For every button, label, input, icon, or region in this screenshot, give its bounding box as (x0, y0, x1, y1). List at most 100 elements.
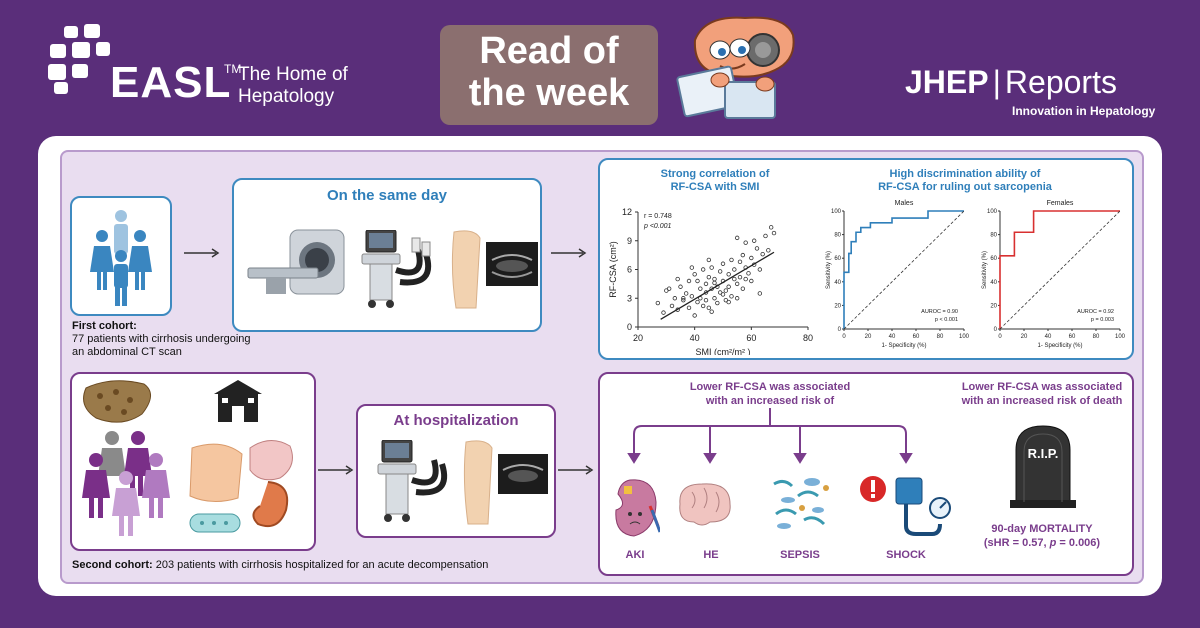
jhep-reports-logo: JHEP | Reports (905, 64, 1117, 100)
scatter-point (717, 269, 723, 274)
outcome-label-sepsis: SEPSIS (780, 549, 820, 561)
ultrasound-machine-icon (361, 230, 432, 308)
scatter-point (740, 286, 746, 291)
reference-diagonal (999, 210, 1121, 330)
kidney-icon (615, 479, 660, 537)
scatter-point (760, 251, 765, 257)
scatter-point (726, 272, 731, 277)
scatter-point (695, 278, 700, 284)
scatter-point (734, 235, 740, 241)
scatter-point (666, 286, 672, 291)
y-tick-label: 80 (834, 233, 841, 239)
x-tick-label: 40 (690, 333, 700, 343)
y-tick-label: 9 (627, 236, 632, 246)
outcomes-heading: Lower RF-CSA was associated with an incre… (689, 381, 851, 407)
scatter-point (712, 296, 717, 301)
roc-curve (999, 210, 1120, 329)
ultrasound-image-icon (498, 454, 548, 494)
x-tick-label: 100 (1115, 334, 1126, 340)
scatter-point (749, 255, 754, 261)
scatter-point (729, 257, 734, 263)
x-axis-label: 1- Specificity (%) (1037, 343, 1082, 349)
hospitalization-panel: At hospitalization (356, 404, 556, 538)
scatter-point (703, 297, 709, 303)
scatter-point (678, 284, 683, 289)
same-day-panel: On the same day (232, 178, 542, 332)
correlation-r-label: r = 0.748 (644, 213, 672, 220)
scatter-point (749, 278, 754, 284)
x-tick-label: 80 (1093, 334, 1100, 340)
scatter-point (732, 267, 737, 272)
roc-p-label: p = 0.003 (1091, 317, 1114, 323)
y-tick-label: 12 (622, 207, 632, 217)
thigh-icon (451, 230, 481, 309)
y-tick-label: 0 (838, 327, 842, 333)
outcome-label-shock: SHOCK (886, 549, 926, 561)
scatter-point (715, 300, 720, 306)
alert-icon (860, 476, 886, 502)
x-tick-label: 40 (889, 334, 896, 340)
roc-chart-females: Females 0 20 40 60 80 100 0 20 40 60 80 100 AUROC = 0… (982, 200, 1126, 349)
scatter-point (726, 299, 731, 305)
x-tick-label: 60 (1069, 334, 1076, 340)
scatter-point (689, 265, 695, 270)
scatter-point (737, 259, 743, 265)
reference-diagonal (843, 210, 965, 330)
first-cohort-caption: First cohort: 77 patients with cirrhosis… (72, 320, 251, 358)
scatter-point (743, 276, 748, 282)
scatter-point (692, 272, 697, 277)
correlation-p-label: p <0.001 (643, 223, 672, 230)
y-tick-label: 100 (831, 209, 842, 215)
y-tick-label: 0 (994, 327, 998, 333)
scatter-point (669, 303, 675, 309)
y-tick-label: 20 (990, 303, 997, 309)
y-axis-label: Sensitivity (%) (826, 251, 832, 289)
read-of-the-week-title: Read of the week (468, 30, 630, 114)
scatter-chart: 0 3 6 9 12 20 40 60 80 r = 0.748 p <0.001 SMI (cm²/… (608, 207, 813, 355)
scatter-point (729, 294, 734, 299)
roc-chart-males: Males 0 20 40 60 80 100 0 20 40 60 80 100 AUROC = 0.9… (826, 200, 970, 349)
death-risk-heading: Lower RF-CSA was associated with an incre… (961, 381, 1123, 407)
scatter-point (757, 291, 763, 296)
scatter-point (743, 240, 748, 245)
scatter-point (734, 296, 740, 301)
scatter-point (771, 230, 777, 236)
second-cohort-icons-box (70, 372, 316, 551)
scatter-point (692, 313, 697, 318)
scatter-point (706, 257, 712, 263)
scatter-point (754, 246, 760, 251)
scatter-point (698, 286, 703, 291)
arrow-icon (551, 248, 587, 258)
patients-group-icon (90, 210, 152, 306)
easl-tagline: The Home of Hepatology (238, 64, 348, 107)
same-day-title: On the same day (326, 187, 448, 204)
regression-line (660, 251, 775, 320)
scatter-point (720, 292, 726, 297)
correlation-heading: Strong correlation of RF-CSA with SMI (660, 168, 770, 193)
y-tick-label: 60 (834, 256, 841, 262)
jhep-tagline: Innovation in Hepatology (1012, 104, 1156, 118)
second-cohort-caption: Second cohort: 203 patients with cirrhos… (72, 559, 489, 571)
y-tick-label: 40 (990, 280, 997, 286)
x-axis-label: 1- Specificity (%) (881, 343, 926, 349)
scatter-point (720, 261, 726, 266)
arrow-icon (558, 465, 594, 475)
scatter-point (681, 296, 686, 301)
scatter-point (726, 284, 731, 289)
roc-p-label: p < 0.001 (935, 317, 958, 323)
y-tick-label: 0 (627, 322, 632, 332)
roc-curve (843, 210, 964, 329)
first-cohort-people-box (70, 196, 172, 316)
arrow-icon (184, 248, 220, 258)
scatter-point (703, 290, 709, 295)
arrow-icon (318, 465, 354, 475)
x-tick-label: 40 (1045, 334, 1052, 340)
y-tick-label: 80 (990, 233, 997, 239)
thigh-icon (463, 440, 493, 525)
x-tick-label: 0 (842, 334, 846, 340)
scatter-point (712, 276, 717, 282)
outcome-label-aki: AKI (625, 549, 645, 561)
scatter-point (686, 278, 692, 284)
scatter-point (700, 267, 706, 272)
auroc-label: AUROC = 0.92 (1077, 309, 1114, 315)
